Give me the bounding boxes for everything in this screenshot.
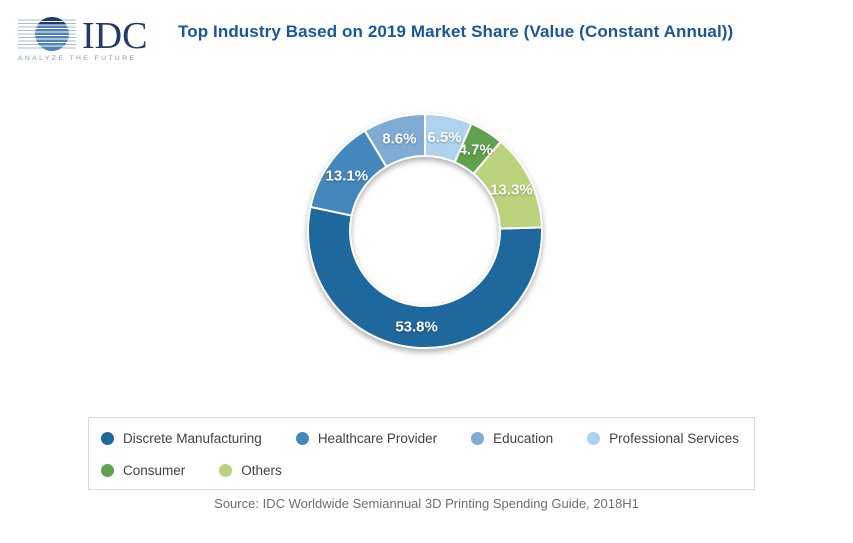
slice-label: 6.5% — [427, 129, 461, 146]
legend-dot-icon — [101, 463, 114, 477]
donut-slice-discrete-manufacturing — [307, 205, 543, 350]
donut-chart: 53.8% 13.1% 8.6% 6.5% 4.7% 13.3% — [280, 86, 570, 382]
chart-title: Top Industry Based on 2019 Market Share … — [178, 22, 734, 41]
idc-logo: IDC ANALYZE THE FUTURE — [14, 7, 152, 65]
legend-item-professional-services: Professional Services — [587, 427, 739, 449]
legend-item-consumer: Consumer — [101, 459, 185, 481]
slice-label: 4.7% — [459, 141, 493, 158]
donut-slice-others — [472, 140, 543, 230]
legend-dot-icon — [471, 431, 485, 445]
source-note: Source: IDC Worldwide Semiannual 3D Prin… — [214, 496, 639, 511]
legend-label: Education — [493, 430, 554, 446]
legend-label: Others — [241, 462, 282, 478]
idc-logo-tagline: ANALYZE THE FUTURE — [18, 55, 136, 62]
slice-label: 13.1% — [326, 167, 369, 184]
legend-item-discrete-manufacturing: Discrete Manufacturing — [101, 427, 262, 449]
legend-label: Consumer — [123, 462, 186, 478]
legend-item-education: Education — [471, 427, 553, 449]
legend-item-healthcare-provider: Healthcare Provider — [295, 427, 438, 449]
idc-globe-icon: IDC ANALYZE THE FUTURE — [18, 15, 147, 62]
idc-logo-text: IDC — [82, 15, 147, 57]
legend-label: Healthcare Provider — [317, 430, 438, 446]
slice-label: 13.3% — [490, 181, 533, 198]
legend-dot-icon — [101, 431, 114, 445]
slice-label: 8.6% — [382, 130, 416, 147]
legend-item-others: Others — [219, 459, 282, 481]
chart-legend: Discrete Manufacturing Healthcare Provide… — [88, 417, 755, 490]
legend-label: Professional Services — [609, 430, 739, 446]
legend-dot-icon — [295, 431, 309, 445]
slice-label: 53.8% — [395, 319, 438, 336]
legend-label: Discrete Manufacturing — [123, 430, 262, 446]
legend-dot-icon — [219, 463, 233, 477]
legend-dot-icon — [587, 431, 601, 445]
